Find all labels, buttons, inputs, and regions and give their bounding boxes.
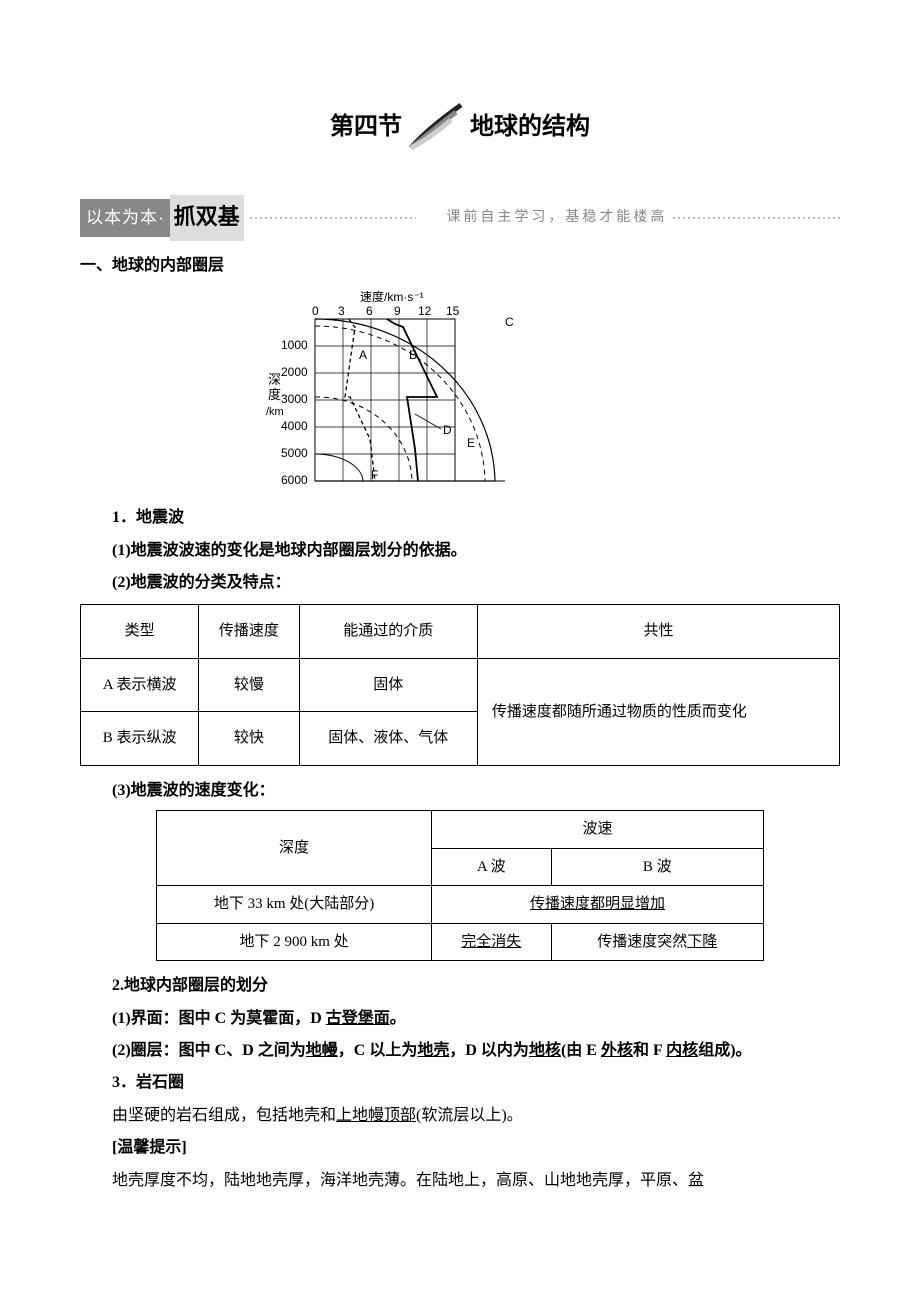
dotline-right — [673, 217, 840, 219]
p3: (3)地震波的速度变化： — [80, 776, 840, 806]
tip-body: 地壳厚度不均，陆地地壳厚，海洋地壳薄。在陆地上，高原、山地地壳厚，平原、盆 — [80, 1166, 840, 1196]
svg-text:度: 度 — [268, 387, 281, 402]
p5u2: 地壳 — [417, 1042, 449, 1059]
yt2: 3000 — [281, 392, 308, 406]
t2-d1: 地下 33 km 处(大陆部分) — [157, 886, 432, 924]
dotline-left — [250, 217, 417, 219]
row-b-type: B 表示纵波 — [81, 712, 199, 766]
t2-a: A 波 — [432, 848, 551, 886]
banner-caption: 课前自主学习，基稳才能楼高 — [446, 205, 667, 232]
banner-big: 抓双基 — [170, 195, 244, 241]
t2-vb2: 传播速度突然 — [597, 934, 687, 950]
arc-d — [315, 397, 412, 481]
yt0: 1000 — [281, 338, 308, 352]
th-speed: 传播速度 — [199, 605, 299, 659]
tip-heading: [温馨提示] — [80, 1133, 840, 1163]
row-a-speed: 较慢 — [199, 658, 299, 712]
table-wave-types: 类型 传播速度 能通过的介质 共性 A 表示横波 较慢 固体 传播速度都随所通过… — [80, 604, 840, 766]
p4b: 。 — [390, 1010, 406, 1027]
th-type: 类型 — [81, 605, 199, 659]
h-division: 2.地球内部圈层的划分 — [80, 971, 840, 1001]
yt1: 2000 — [281, 365, 308, 379]
title-glyph-icon — [406, 100, 466, 150]
th-medium: 能通过的介质 — [299, 605, 477, 659]
svg-text:深: 深 — [268, 372, 281, 387]
p6b: (软流层以上)。 — [416, 1107, 523, 1124]
p2: (2)地震波的分类及特点： — [80, 568, 840, 598]
p5: (2)圈层：图中 C、D 之间为地幔，C 以上为地壳，D 以内为地核(由 E 外… — [80, 1036, 840, 1066]
p5u1: 地幔 — [306, 1042, 338, 1059]
th-common: 共性 — [477, 605, 839, 659]
svg-text:/km: /km — [266, 406, 284, 418]
h-seismic-wave: 1．地震波 — [80, 503, 840, 533]
label-a: A — [359, 348, 367, 362]
arc-f — [315, 454, 363, 481]
xt1: 3 — [338, 304, 345, 318]
t2-depth: 深度 — [157, 811, 432, 886]
label-f: F — [371, 468, 378, 482]
t2-vb2u: 下降 — [687, 934, 717, 950]
title-left: 第四节 — [330, 104, 402, 150]
p4u: 古登堡面 — [326, 1010, 390, 1027]
heading-inner-layers: 一、地球的内部圈层 — [80, 251, 840, 281]
t2-b: B 波 — [551, 848, 764, 886]
seismic-diagram: 速度/km·s⁻¹ 0 3 6 9 12 15 深 度 /km — [80, 289, 840, 489]
t2-v1: 传播速度都明显增加 — [530, 896, 665, 912]
section-banner: 以本为本· 抓双基 课前自主学习，基稳才能楼高 — [80, 195, 840, 241]
row-a-med: 固体 — [299, 658, 477, 712]
p1: (1)地震波波速的变化是地球内部圈层划分的依据。 — [80, 536, 840, 566]
p5b: ，C 以上为 — [338, 1042, 418, 1059]
p6: 由坚硬的岩石组成，包括地壳和上地幔顶部(软流层以上)。 — [80, 1101, 840, 1131]
p6u: 上地幔顶部 — [336, 1107, 416, 1124]
p5u3: 地核 — [529, 1042, 561, 1059]
section-title: 第四节 地球的结构 — [80, 100, 840, 150]
p5d: (由 E — [561, 1042, 601, 1059]
t2-d2: 地下 2 900 km 处 — [157, 923, 432, 961]
title-right: 地球的结构 — [470, 104, 590, 150]
xt4: 12 — [418, 304, 432, 318]
row-b-speed: 较快 — [199, 712, 299, 766]
banner-left: 以本为本· — [80, 199, 171, 237]
row-a-type: A 表示横波 — [81, 658, 199, 712]
x-ticks: 0 3 6 9 12 15 — [312, 304, 460, 318]
p6a: 由坚硬的岩石组成，包括地壳和 — [112, 1107, 336, 1124]
xt2: 6 — [366, 304, 373, 318]
p4a: (1)界面：图中 C 为莫霍面，D — [112, 1010, 326, 1027]
yt5: 6000 — [281, 473, 308, 487]
yt3: 4000 — [281, 419, 308, 433]
label-c: C — [505, 315, 514, 329]
yt4: 5000 — [281, 446, 308, 460]
t2-wave: 波速 — [432, 811, 764, 849]
xt0: 0 — [312, 304, 319, 318]
p5c: ，D 以内为 — [449, 1042, 529, 1059]
xt5: 15 — [446, 304, 460, 318]
row-common: 传播速度都随所通过物质的性质而变化 — [477, 658, 839, 765]
p5e: 和 F — [633, 1042, 666, 1059]
p4: (1)界面：图中 C 为莫霍面，D 古登堡面。 — [80, 1004, 840, 1034]
row-b-med: 固体、液体、气体 — [299, 712, 477, 766]
x-axis-label: 速度/km·s⁻¹ — [360, 289, 424, 304]
chart-grid: 1000 2000 3000 4000 5000 6000 A B C D E — [281, 315, 514, 487]
p5f: 组成)。 — [698, 1042, 751, 1059]
table-speed-change: 深度 波速 A 波 B 波 地下 33 km 处(大陆部分) 传播速度都明显增加… — [156, 810, 764, 961]
p5u5: 内核 — [666, 1042, 698, 1059]
label-e: E — [467, 436, 475, 450]
t2-va2: 完全消失 — [461, 934, 521, 950]
xt3: 9 — [394, 304, 401, 318]
h-lithosphere: 3．岩石圈 — [80, 1068, 840, 1098]
label-d: D — [443, 423, 452, 437]
p5a: (2)圈层：图中 C、D 之间为 — [112, 1042, 306, 1059]
p5u4: 外核 — [601, 1042, 633, 1059]
